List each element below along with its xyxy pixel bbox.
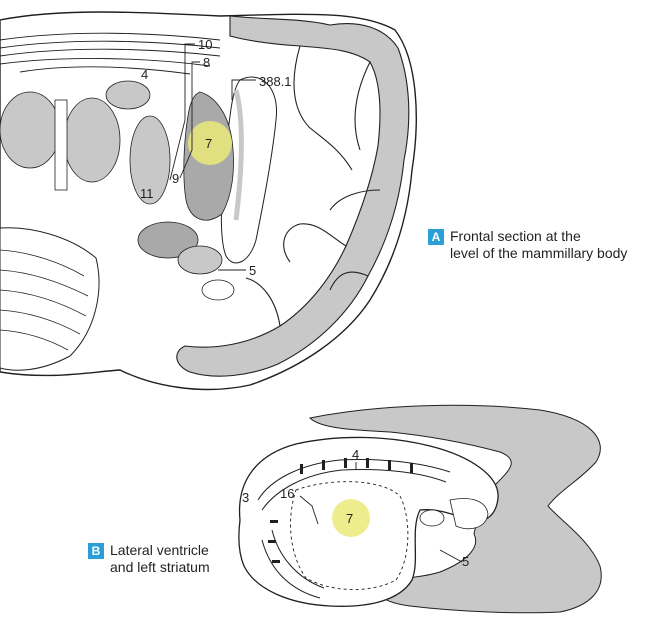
claustrum-shape (233, 89, 244, 221)
corpus-callosum-fibres (0, 32, 221, 75)
leader-b-5 (439, 549, 463, 563)
label-a-10: 10 (198, 37, 212, 52)
thalamus-left (0, 91, 61, 169)
leader-3881 (231, 79, 256, 100)
folia-line (0, 249, 85, 277)
temporal-horn-cut (449, 498, 489, 530)
leader-lines-a (169, 43, 256, 271)
putamen-dashed-outline (290, 481, 409, 590)
putamen-highlight (188, 121, 232, 165)
ridge-line (271, 529, 325, 589)
caption-b-line1: Lateral ventricle (110, 542, 209, 558)
sulcus (293, 45, 353, 171)
bead (344, 458, 347, 468)
leader-lines-b (299, 462, 463, 563)
folia-line (0, 289, 87, 317)
caption-a-line1: Frontal section at the (450, 228, 581, 244)
label-a-8: 8 (203, 55, 210, 70)
cerebellar-folia (0, 249, 89, 351)
caption-a-badge: A (428, 229, 444, 245)
cortex-ribbon (176, 15, 410, 377)
putamen-highlight-b (332, 499, 370, 537)
fibre-line (19, 66, 191, 75)
label-a-4: 4 (141, 67, 148, 82)
bead (272, 560, 280, 563)
caudate-body (105, 80, 151, 110)
fibre-line (0, 48, 221, 57)
ridge-line (257, 459, 451, 501)
frontal-section-drawing: 10 8 388.1 4 7 9 11 5 (0, 11, 417, 391)
label-b-5: 5 (462, 554, 469, 569)
label-b-4: 4 (352, 447, 359, 462)
fibre-line (0, 32, 221, 41)
leader-10 (169, 43, 195, 181)
sulcus (245, 277, 281, 327)
label-b-3: 3 (242, 490, 249, 505)
third-ventricle (54, 99, 68, 191)
caption-b-line2: and left striatum (110, 559, 210, 575)
folia-line (0, 329, 69, 351)
internal-capsule-mass (129, 115, 171, 205)
label-a-9: 9 (172, 171, 179, 186)
bead (268, 540, 276, 543)
sulcus (329, 189, 381, 211)
label-a-5: 5 (249, 263, 256, 278)
ridge-line (261, 469, 447, 511)
leader-8 (179, 61, 200, 179)
folia-line (0, 269, 89, 297)
folia-line (0, 309, 81, 335)
bead (300, 464, 303, 474)
ridge-line (261, 539, 321, 599)
sulcus (354, 61, 371, 151)
sulcus (329, 271, 369, 291)
caudate-bead-marks (268, 458, 413, 563)
label-a-388-1: 388.1 (259, 74, 292, 89)
hippocampus-mass (137, 221, 199, 259)
bead (322, 460, 325, 470)
caption-b-badge: B (88, 543, 104, 559)
sulcus (283, 223, 347, 263)
thalamus-right (63, 97, 121, 183)
striatum-drawing: 4 3 16 7 5 (238, 404, 602, 614)
cortical-sulci (245, 45, 381, 327)
fibre-line (0, 40, 221, 49)
lateral-ventricle (308, 404, 602, 614)
interventricular-gap (419, 509, 445, 527)
label-b-7: 7 (346, 511, 353, 526)
label-a-7: 7 (205, 136, 212, 151)
leader-b-16 (299, 495, 319, 525)
bead (270, 520, 278, 523)
amygdala-mass (177, 245, 223, 275)
caption-b: B Lateral ventricle and left striatum (88, 542, 210, 576)
label-b-16: 16 (280, 486, 294, 501)
bead (410, 463, 413, 473)
deep-gray-structures (0, 80, 235, 301)
caption-a: A Frontal section at the level of the ma… (428, 228, 627, 262)
caption-a-line2: level of the mammillary body (450, 245, 628, 261)
mammillary-body (201, 279, 235, 301)
fibre-line (0, 58, 211, 67)
bead (388, 460, 391, 470)
label-a-11: 11 (140, 186, 154, 201)
bead (366, 458, 369, 468)
cerebellum-outline (0, 227, 100, 371)
striatal-bridges (257, 459, 451, 599)
